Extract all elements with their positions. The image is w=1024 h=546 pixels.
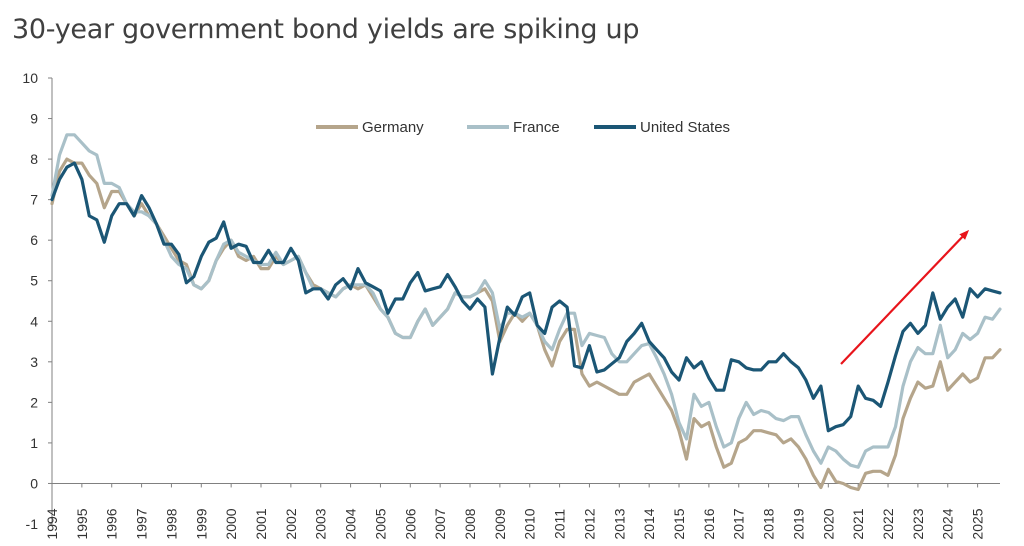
y-tick-label: 6: [30, 232, 38, 248]
trend-arrow: [840, 229, 970, 365]
y-tick-label: 2: [30, 394, 38, 410]
y-tick-label: -1: [26, 516, 39, 532]
y-tick-label: 1: [30, 435, 38, 451]
x-tick-label: 2023: [910, 508, 926, 539]
x-tick-label: 2000: [223, 508, 239, 539]
x-tick-label: 2019: [790, 508, 806, 539]
x-tick-label: 2014: [641, 508, 657, 539]
legend: Germany France United States: [316, 119, 730, 136]
series-line-united-states: [50, 161, 1002, 433]
x-tick-label: 2017: [731, 508, 747, 539]
series-line-france: [50, 133, 1002, 469]
series-lines: [50, 133, 1002, 492]
x-tick-label: 2013: [611, 508, 627, 539]
y-tick-label: 3: [30, 354, 38, 370]
x-tick-label: 2009: [492, 508, 508, 539]
x-tick-label: 2015: [671, 508, 687, 539]
x-tick-label: 1994: [44, 508, 60, 539]
x-tick-label: 2012: [581, 508, 597, 539]
x-tick-label: 2016: [701, 508, 717, 539]
y-tick-label: 5: [30, 273, 38, 289]
x-tick-label: 2022: [880, 508, 896, 539]
legend-label: Germany: [362, 119, 424, 136]
x-axis: 1994 1995 1996 1997 1998 1999 2000 2001 2002 2003…: [44, 482, 1000, 540]
x-tick-label: 2018: [761, 508, 777, 539]
x-tick-label: 2003: [313, 508, 329, 539]
x-tick-label: 2021: [850, 508, 866, 539]
x-tick-label: 1999: [193, 508, 209, 539]
series-line-germany: [50, 157, 1002, 492]
y-tick-label: 0: [30, 475, 38, 491]
y-tick-label: 10: [22, 70, 38, 86]
x-tick-label: 2007: [432, 508, 448, 539]
x-tick-label: 2006: [402, 508, 418, 539]
x-tick-label: 2010: [522, 508, 538, 539]
y-tick-label: 4: [30, 313, 38, 329]
legend-label: United States: [640, 119, 730, 136]
y-tick-label: 7: [30, 192, 38, 208]
x-tick-label: 2004: [343, 508, 359, 539]
x-tick-label: 1995: [74, 508, 90, 539]
y-tick-label: 8: [30, 151, 38, 167]
x-tick-label: 2011: [552, 509, 568, 539]
x-tick-label: 2008: [462, 508, 478, 539]
x-tick-label: 2001: [253, 508, 269, 539]
y-axis: -1 0 1 2 3 4 5 6 7 8 9 10: [22, 70, 53, 532]
x-tick-label: 2002: [283, 508, 299, 539]
x-tick-label: 2025: [970, 508, 986, 539]
x-tick-label: 1998: [163, 508, 179, 539]
chart-title: 30-year government bond yields are spiki…: [12, 14, 640, 45]
x-tick-label: 1997: [134, 508, 150, 539]
legend-label: France: [513, 119, 560, 136]
y-tick-label: 9: [30, 111, 38, 127]
x-tick-label: 2024: [940, 508, 956, 539]
x-tick-label: 2020: [820, 508, 836, 539]
x-tick-label: 2005: [372, 508, 388, 539]
x-tick-label: 1996: [104, 508, 120, 539]
